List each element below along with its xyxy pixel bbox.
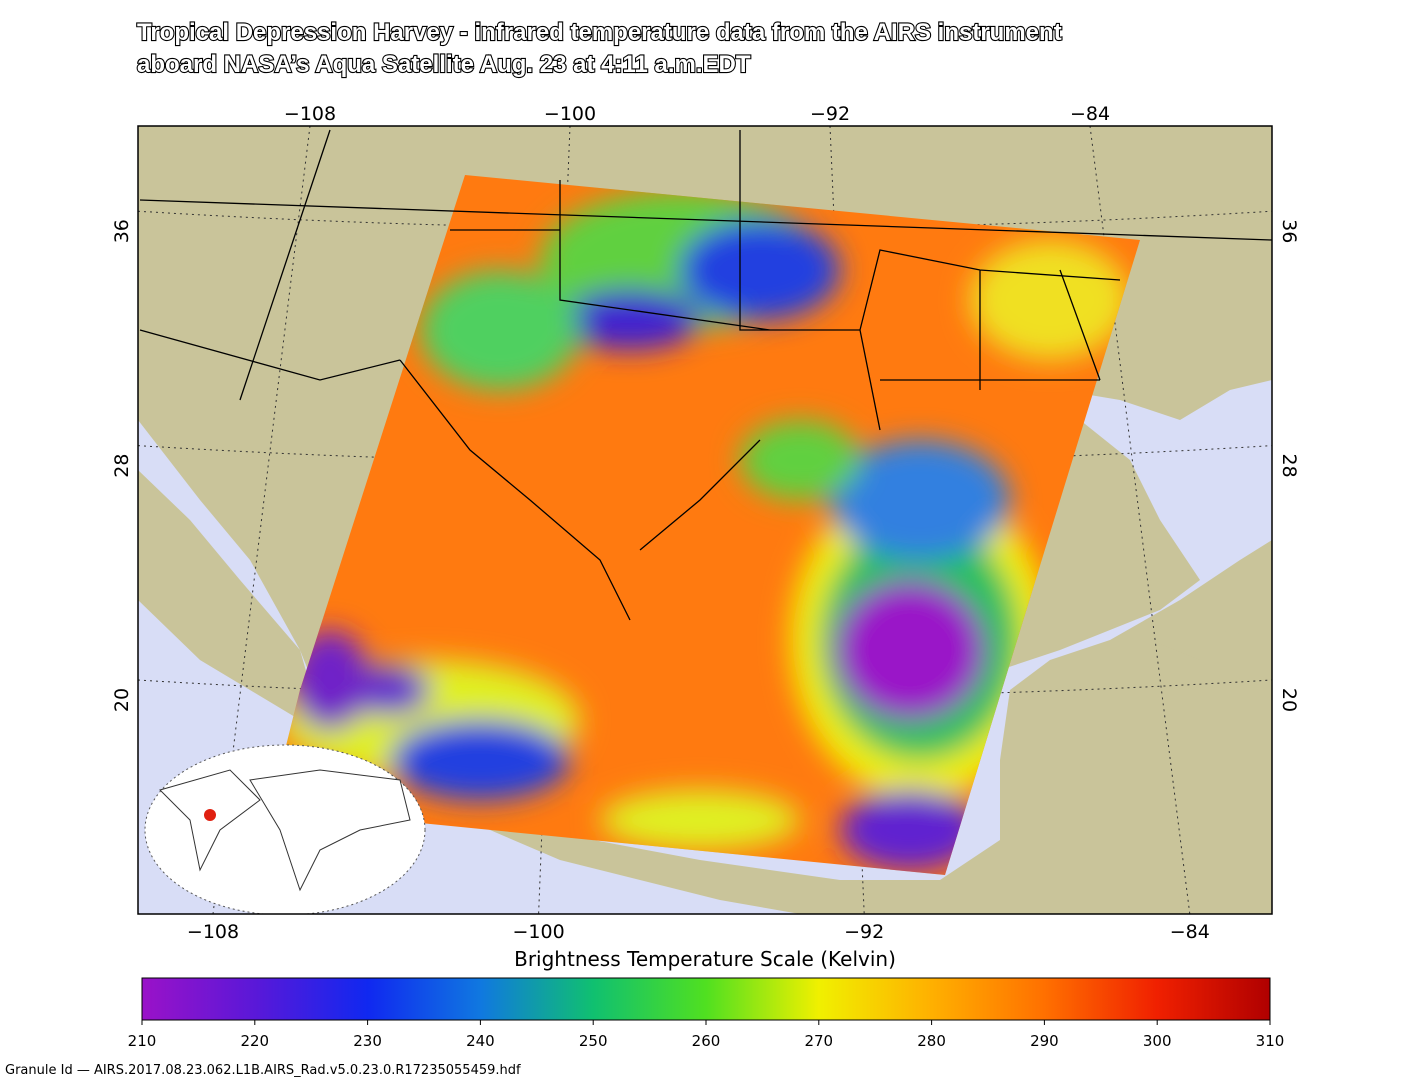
lat-tick-label: 20 [111, 688, 133, 712]
granule-id: Granule Id — AIRS.2017.08.23.062.L1B.AIR… [5, 1063, 521, 1078]
map-frame [137, 125, 1273, 915]
lat-tick-label: 28 [1278, 454, 1300, 478]
map [138, 126, 1272, 914]
colorbar-tick-label: 260 [692, 1032, 721, 1050]
lon-tick-label: −100 [544, 103, 596, 125]
parallel [138, 210, 1272, 230]
lon-tick-label: −92 [810, 103, 850, 125]
location-marker [204, 809, 216, 821]
lat-tick-label: 28 [111, 454, 133, 478]
lon-tick-label: −100 [513, 921, 565, 943]
colorbar [141, 977, 1271, 1021]
lon-tick-label: −84 [1070, 103, 1110, 125]
colorbar-tick-label: 310 [1256, 1032, 1285, 1050]
colorbar-tick-label: 210 [128, 1032, 157, 1050]
swath [270, 175, 1140, 875]
title-line: Tropical Depression Harvey - infrared te… [137, 19, 1062, 46]
lon-tick-label: −108 [284, 103, 336, 125]
colorbar-tick-label: 220 [240, 1032, 269, 1050]
parallel [138, 679, 1272, 698]
lat-tick-label: 36 [1278, 219, 1300, 243]
island [1150, 630, 1272, 660]
colorbar-tick-label: 270 [804, 1032, 833, 1050]
lat-tick-label: 20 [1278, 688, 1300, 712]
continents [159, 769, 411, 892]
lon-tick-label: −92 [844, 921, 884, 943]
borders [139, 129, 1272, 621]
colorbar-title: Brightness Temperature Scale (Kelvin) [514, 947, 896, 971]
colorbar-tick-label: 280 [917, 1032, 946, 1050]
colorbar-tick-label: 240 [466, 1032, 495, 1050]
parallel [138, 445, 1272, 464]
lon-tick-label: −108 [187, 921, 239, 943]
colorbar-tick-label: 300 [1143, 1032, 1172, 1050]
colorbar-tick-label: 250 [579, 1032, 608, 1050]
colorbar-tick-label: 230 [353, 1032, 382, 1050]
title-line: aboard NASA’s Aqua Satellite Aug. 23 at … [137, 51, 751, 78]
colorbar-tick-label: 290 [1030, 1032, 1059, 1050]
lat-tick-label: 36 [111, 219, 133, 243]
lon-tick-label: −84 [1170, 921, 1210, 943]
